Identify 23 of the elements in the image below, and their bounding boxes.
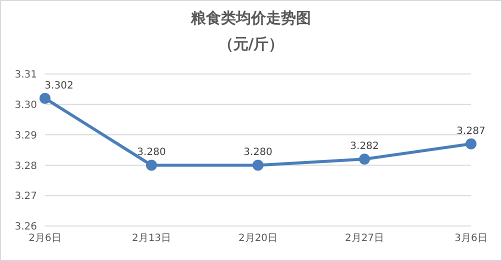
y-tick-label: 3.26: [14, 222, 37, 233]
data-label: 3.280: [137, 147, 166, 158]
chart-subtitle: （元/斤）: [217, 35, 285, 54]
x-tick-label: 2月20日: [238, 233, 278, 244]
x-tick-label: 2月6日: [28, 233, 62, 244]
y-tick-label: 3.27: [14, 191, 37, 202]
data-label: 3.280: [244, 147, 272, 158]
x-tick-label: 2月13日: [132, 233, 172, 244]
data-label: 3.302: [44, 80, 74, 92]
chart-title: 粮食类均价走势图: [190, 9, 312, 28]
data-label: 3.282: [350, 141, 379, 152]
y-tick-label: 3.29: [14, 130, 37, 142]
y-tick-label: 3.31: [14, 70, 37, 81]
point: [252, 160, 264, 171]
y-tick-label: 3.28: [14, 160, 37, 172]
x-tick-label: 2月27日: [344, 233, 384, 244]
y-tick-label: 3.30: [14, 100, 37, 111]
point: [359, 154, 370, 165]
point: [466, 138, 476, 150]
point: [146, 160, 157, 171]
data-label: 3.287: [456, 126, 486, 137]
point: [40, 92, 50, 104]
x-tick-label: 3月6日: [454, 233, 488, 244]
